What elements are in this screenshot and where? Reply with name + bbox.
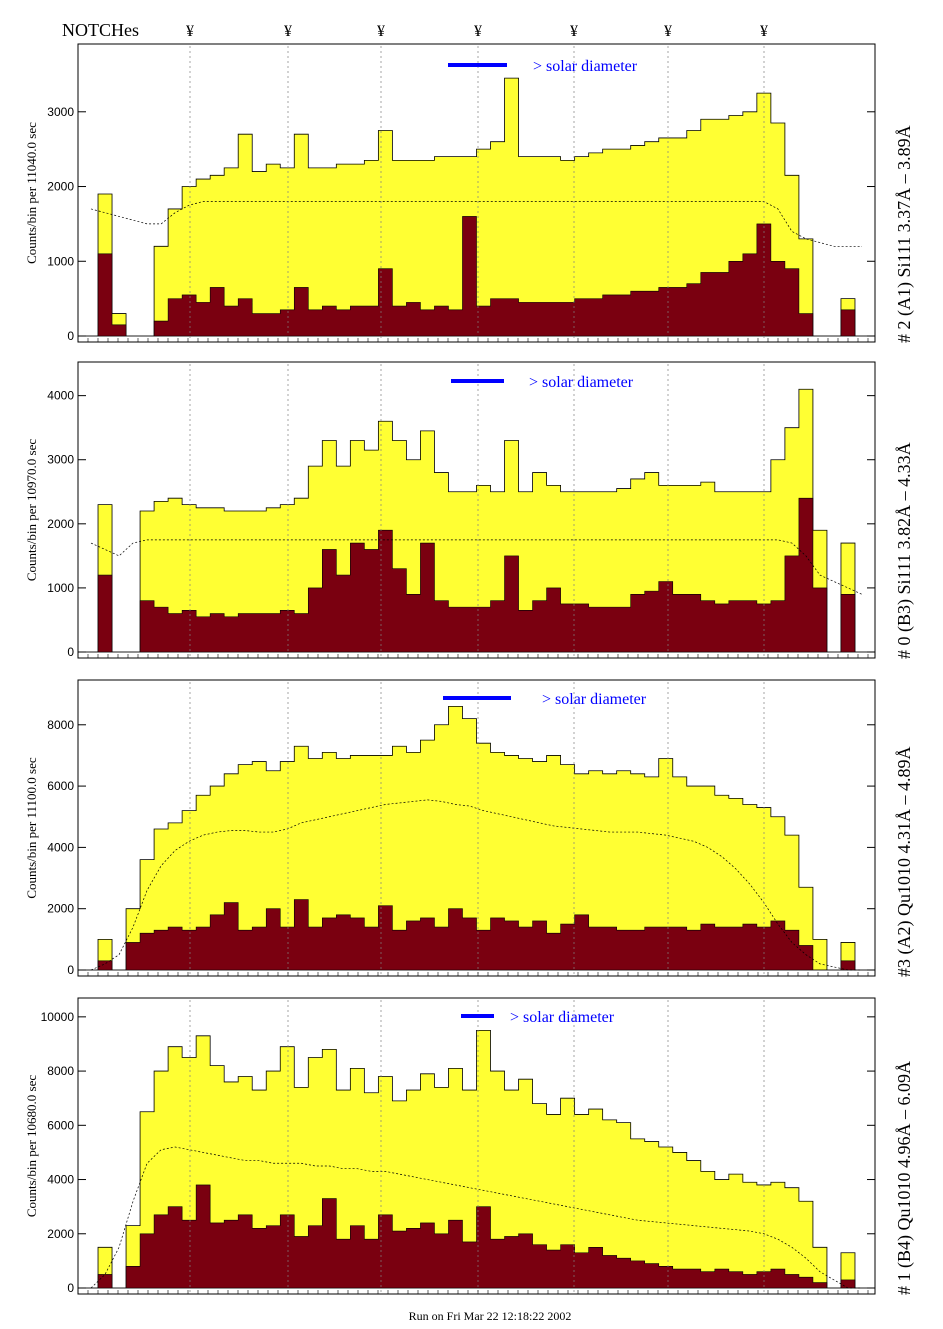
y-tick-label: 2000: [47, 517, 74, 531]
series-low-band-area: [84, 1184, 869, 1289]
chart-panel-1: 0 1000 2000 3000 > solar diameter Counts/bin …: [24, 43, 915, 343]
y-tick-label: 10000: [41, 1010, 75, 1024]
notch-symbol-1: ¥: [186, 23, 194, 40]
y-tick-label: 2000: [47, 180, 74, 194]
y-tick-label: 6000: [47, 779, 74, 793]
series-low-band-area: [84, 497, 869, 653]
y-tick-label: 0: [67, 1281, 74, 1295]
series-low-band-area: [84, 216, 869, 337]
notch-symbol-6: ¥: [664, 23, 672, 40]
panel-title: #3 (A2) Qu1010 4.31Å – 4.89Å: [894, 747, 915, 977]
y-tick-label: 3000: [47, 453, 74, 467]
y-tick-label: 4000: [47, 840, 74, 854]
chart-panels: 0 1000 2000 3000 > solar diameter Counts/bin …: [24, 43, 915, 1295]
chart-panel-2: 0 1000 2000 3000 4000 > solar diameter Counts/…: [24, 361, 915, 659]
y-tick-label: 0: [67, 645, 74, 659]
y-tick-label: 8000: [47, 1064, 74, 1078]
series-model-line: [90, 799, 862, 971]
notches-label: NOTCHes: [62, 20, 139, 40]
panel-title: # 2 (A1) Si111 3.37Å – 3.89Å: [894, 125, 915, 343]
chart-panel-3: 0 2000 4000 6000 8000 > solar diameter Counts/…: [24, 679, 915, 977]
solar-diameter-label: > solar diameter: [542, 691, 647, 708]
y-tick-label: 2000: [47, 902, 74, 916]
y-axis-label: Counts/bin per 11100.0 sec: [24, 757, 39, 899]
panel-title: # 1 (B4) Qu1010 4.96Å – 6.09Å: [894, 1061, 915, 1295]
y-axis-label: Counts/bin per 11040.0 sec: [24, 122, 39, 264]
y-tick-label: 1000: [47, 254, 74, 268]
y-tick-label: 0: [67, 963, 74, 977]
y-tick-label: 2000: [47, 1227, 74, 1241]
y-tick-label: 0: [67, 329, 74, 343]
notch-symbol-7: ¥: [760, 23, 768, 40]
y-tick-label: 4000: [47, 389, 74, 403]
series-total-area: [84, 77, 869, 337]
notch-symbol-3: ¥: [377, 23, 385, 40]
y-tick-label: 6000: [47, 1118, 74, 1132]
y-tick-label: 1000: [47, 581, 74, 595]
y-tick-label: 4000: [47, 1173, 74, 1187]
chart-panel-4: 0 2000 4000 6000 8000 10000 > solar diameter Co…: [24, 997, 915, 1295]
y-axis-label: Counts/bin per 10680.0 sec: [24, 1075, 39, 1217]
series-model-line: [90, 201, 862, 247]
y-tick-label: 3000: [47, 105, 74, 119]
run-timestamp: Run on Fri Mar 22 12:18:22 2002: [409, 1309, 572, 1323]
notch-symbol-4: ¥: [474, 23, 482, 40]
solar-diameter-label: > solar diameter: [510, 1009, 615, 1026]
series-model-line: [90, 539, 863, 595]
series-low-band-area: [84, 899, 869, 971]
solar-diameter-label: > solar diameter: [529, 374, 634, 391]
notch-symbols: ¥ ¥ ¥ ¥ ¥ ¥ ¥: [186, 23, 768, 40]
notch-symbol-5: ¥: [570, 23, 578, 40]
y-tick-label: 8000: [47, 718, 74, 732]
y-axis-label: Counts/bin per 10970.0 sec: [24, 439, 39, 581]
series-total-area: [84, 705, 869, 971]
solar-diameter-label: > solar diameter: [533, 58, 638, 75]
series-model-line: [90, 1146, 862, 1289]
panel-title: # 0 (B3) Si111 3.82Å – 4.33Å: [894, 442, 915, 659]
notch-symbol-2: ¥: [284, 23, 292, 40]
